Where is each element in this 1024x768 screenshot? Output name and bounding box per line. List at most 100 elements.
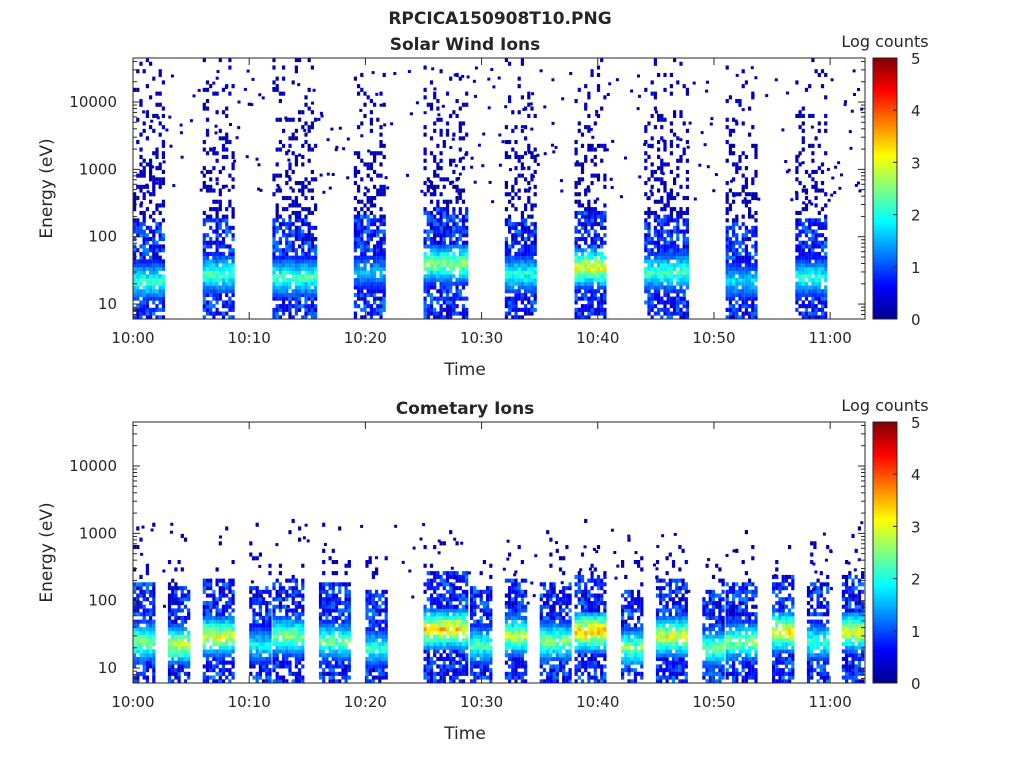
heatmap-cell — [136, 315, 140, 320]
heatmap-cell — [288, 225, 292, 230]
heatmap-cell — [357, 151, 361, 156]
heatmap-cell — [514, 315, 518, 320]
heatmap-cell — [590, 222, 594, 227]
heatmap-cell — [738, 225, 742, 230]
heatmap-cell — [643, 143, 647, 146]
heatmap-cell — [136, 656, 140, 661]
heatmap-cell — [291, 80, 295, 85]
heatmap-cell — [376, 285, 380, 290]
heatmap-cell — [363, 192, 367, 197]
heatmap-cell — [433, 281, 437, 286]
heatmap-cell — [511, 188, 515, 193]
heatmap-cell — [744, 296, 748, 301]
heatmap-cell — [439, 166, 443, 171]
heatmap-cell — [152, 292, 156, 297]
heatmap-cell — [298, 304, 302, 309]
heatmap-cell — [171, 619, 175, 624]
heatmap-cell — [584, 304, 588, 309]
heatmap-cell — [301, 188, 305, 193]
heatmap-cell — [282, 675, 286, 680]
heatmap-cell — [136, 270, 140, 275]
heatmap-cell — [285, 169, 289, 174]
heatmap-cell — [685, 311, 689, 316]
heatmap-cell — [347, 612, 351, 617]
heatmap-cell — [161, 199, 165, 204]
heatmap-cell — [426, 289, 430, 294]
heatmap-cell — [171, 593, 175, 598]
heatmap-cell — [167, 649, 172, 654]
heatmap-cell — [663, 255, 667, 260]
heatmap-cell — [218, 649, 222, 654]
heatmap-cell — [353, 76, 357, 81]
heatmap-cell — [449, 146, 453, 149]
heatmap-cell — [265, 638, 269, 643]
heatmap-cell — [304, 214, 308, 219]
heatmap-cell — [657, 270, 661, 275]
heatmap-cell — [517, 285, 521, 290]
heatmap-cell — [574, 199, 578, 204]
heatmap-cell — [307, 263, 311, 268]
heatmap-cell — [285, 255, 289, 260]
heatmap-cell — [514, 237, 518, 242]
heatmap-cell — [811, 300, 815, 305]
heatmap-cell — [328, 630, 332, 635]
heatmap-cell — [801, 207, 805, 212]
heatmap-cell — [215, 110, 219, 115]
heatmap-cell — [221, 304, 226, 309]
heatmap-cell — [328, 638, 332, 643]
heatmap-cell — [187, 589, 191, 594]
heatmap-cell — [650, 274, 654, 279]
heatmap-cell — [445, 300, 450, 305]
heatmap-cell — [231, 184, 235, 189]
heatmap-cell — [228, 244, 232, 249]
heatmap-cell — [811, 143, 815, 148]
heatmap-cell — [748, 106, 752, 111]
heatmap-cell — [301, 578, 305, 583]
heatmap-cell — [533, 169, 537, 174]
heatmap-cell — [344, 664, 348, 669]
heatmap-cell — [679, 281, 683, 286]
burst-6 — [318, 522, 351, 684]
heatmap-cell — [455, 237, 459, 242]
heatmap-cell — [301, 222, 305, 227]
heatmap-cell — [817, 166, 821, 171]
heatmap-cell — [748, 255, 752, 260]
heatmap-cell — [663, 218, 667, 223]
heatmap-cell — [180, 623, 184, 628]
heatmap-cell — [574, 151, 578, 156]
heatmap-cell — [527, 199, 531, 204]
heatmap-cell — [382, 72, 386, 77]
heatmap-cell — [282, 281, 286, 286]
heatmap-cell — [275, 240, 279, 245]
heatmap-cell — [811, 222, 815, 227]
heatmap-cell — [294, 278, 298, 283]
heatmap-cell — [149, 582, 153, 587]
heatmap-cell — [212, 315, 216, 320]
heatmap-cell — [442, 263, 446, 268]
heatmap-cell — [751, 300, 755, 305]
heatmap-cell — [590, 147, 594, 152]
heatmap-cell — [744, 251, 748, 256]
heatmap-cell — [158, 289, 162, 294]
heatmap-cell — [527, 281, 531, 286]
heatmap-cell — [426, 222, 430, 227]
heatmap-cell — [530, 307, 534, 312]
heatmap-cell — [180, 586, 184, 591]
heatmap-cell — [676, 229, 680, 234]
heatmap-cell — [508, 222, 512, 227]
heatmap-cell — [360, 72, 364, 77]
heatmap-cell — [458, 270, 462, 275]
heatmap-cell — [146, 190, 150, 194]
heatmap-cell — [174, 567, 178, 572]
heatmap-cell — [574, 266, 578, 271]
heatmap-cell — [155, 147, 159, 152]
heatmap-cell — [142, 251, 146, 256]
heatmap-cell — [638, 94, 641, 98]
heatmap-cell — [682, 244, 686, 249]
heatmap-cell — [574, 225, 578, 230]
heatmap-cell — [666, 199, 670, 204]
heatmap-cell — [685, 177, 689, 182]
heatmap-cell — [449, 304, 453, 309]
heatmap-cell — [436, 203, 440, 208]
heatmap-cell — [843, 103, 847, 107]
